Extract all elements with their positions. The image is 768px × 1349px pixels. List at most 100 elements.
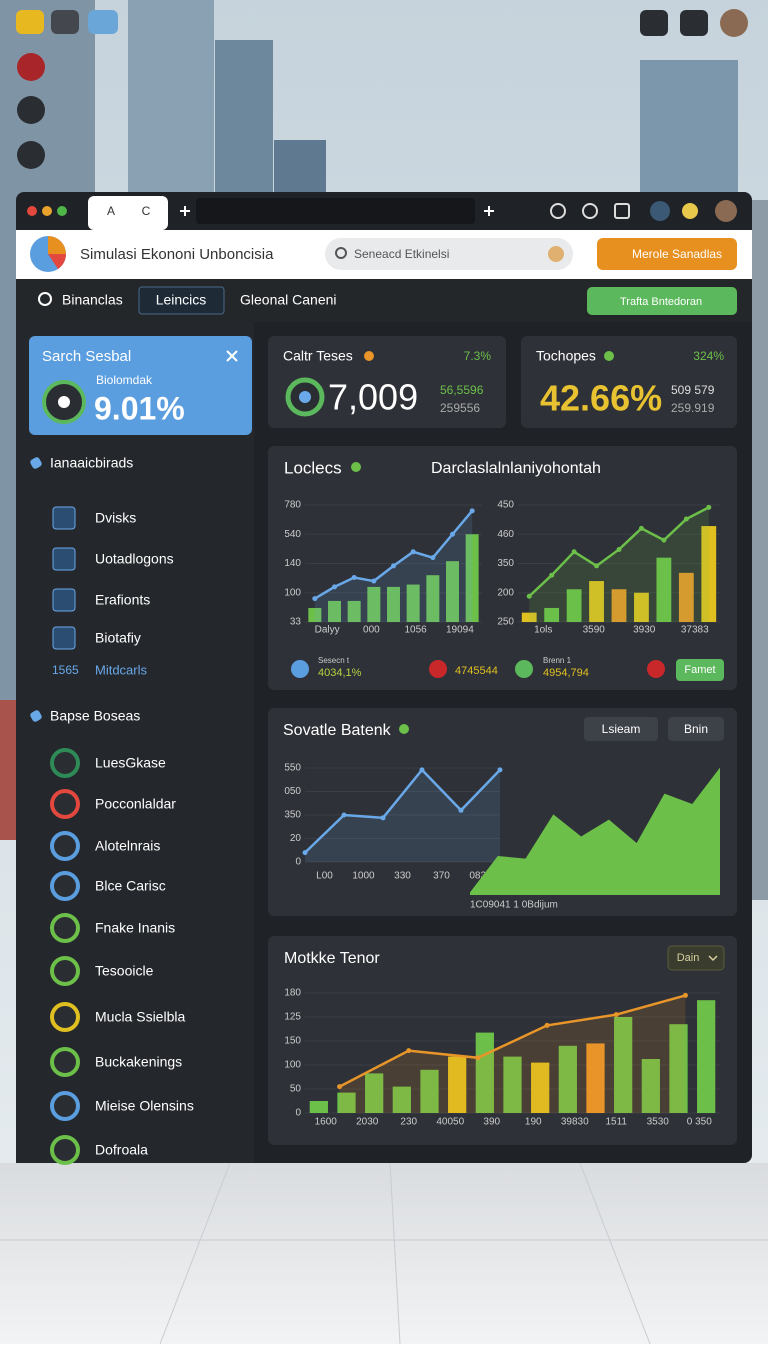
sidebar-item[interactable]: Dofroala (95, 1142, 148, 1158)
bar (558, 1045, 577, 1113)
item-icon (50, 831, 80, 861)
stat-card (268, 336, 506, 428)
nav-button[interactable] (587, 287, 737, 315)
nav-item[interactable]: Leincics (156, 292, 207, 308)
sidebar-item[interactable]: Blce Carisc (95, 878, 166, 894)
bar (566, 589, 582, 622)
sidebar-item[interactable]: Pocconlaldar (95, 796, 176, 812)
x-axis-label: 000 (363, 625, 380, 636)
bar (337, 1092, 356, 1113)
sidebar-item[interactable]: Tesooicle (95, 963, 154, 979)
sidebar-item[interactable]: Mieise Olensins (95, 1098, 194, 1114)
bar (420, 1069, 439, 1113)
bar (446, 561, 459, 622)
x-axis-label: 19094 (446, 625, 474, 636)
bar (387, 586, 400, 622)
search-box[interactable] (325, 238, 573, 270)
item-number: 1565 (52, 663, 79, 677)
line-point (341, 812, 347, 818)
sidebar-item[interactable]: Uotadlogons (95, 551, 174, 567)
legend-label: Sesecn t (318, 656, 350, 665)
y-axis-label: 540 (284, 529, 301, 540)
item-icon (50, 913, 80, 943)
item-icon (50, 956, 80, 986)
nav-button-label: Trafta Bntedoran (620, 296, 702, 308)
stat-value: 42.66% (540, 378, 662, 419)
stat-change: 7.3% (464, 349, 492, 363)
tab[interactable] (88, 196, 168, 230)
line-point (661, 537, 667, 543)
x-axis-label: 1600 (315, 1117, 338, 1128)
line-point (337, 1084, 343, 1090)
y-axis-label: 350 (497, 558, 514, 569)
stat-badge (604, 351, 614, 361)
panel (268, 446, 737, 690)
bar (697, 1000, 716, 1113)
sidebar-item[interactable]: Erafionts (95, 592, 150, 608)
panel-button[interactable] (668, 717, 724, 741)
line-area (305, 769, 500, 862)
bar (611, 589, 627, 622)
x-axis-label: 0 350 (687, 1117, 712, 1128)
card-value: 9.01% (94, 390, 185, 426)
bar (531, 1062, 550, 1113)
legend-value: 4034,1% (318, 667, 362, 679)
x-axis-label: 37383 (681, 625, 709, 636)
card-icon (42, 380, 86, 424)
y-axis-label: 350 (284, 810, 301, 821)
sidebar-item[interactable]: LuesGkase (95, 755, 166, 771)
tab-icon: A (107, 204, 115, 218)
sidebar-item[interactable]: Mucla Ssielbla (95, 1009, 185, 1025)
sidebar-card[interactable] (29, 336, 252, 435)
y-axis-label: 460 (497, 529, 514, 540)
bar (544, 607, 560, 622)
item-icon (50, 1047, 80, 1077)
line-point (469, 508, 475, 514)
y-axis-label: 50 (290, 1084, 302, 1095)
stat-sub: 509 579 (671, 383, 715, 397)
desktop-icons[interactable] (16, 9, 748, 169)
sidebar-item[interactable]: Alotelnrais (95, 838, 160, 854)
dropdown-label: Dain (677, 952, 700, 964)
nav-active[interactable] (138, 286, 225, 315)
sidebar-item[interactable]: Fnake Inanis (95, 920, 175, 936)
panel-button[interactable] (584, 717, 658, 741)
floor (0, 1163, 768, 1344)
x-axis-label: L00 (316, 871, 333, 882)
close-icon[interactable] (226, 350, 238, 362)
line-point (544, 1022, 550, 1028)
y-axis-label: 100 (284, 1060, 301, 1071)
dropdown[interactable] (667, 945, 725, 971)
bar (448, 1056, 467, 1113)
stat-value: 7,009 (328, 377, 418, 418)
item-icon (50, 748, 80, 778)
bar (521, 612, 537, 622)
header-button[interactable] (597, 238, 737, 270)
tab-bar (27, 196, 737, 230)
x-axis-label: 0830 (469, 871, 492, 882)
card-label: Biolomdak (96, 373, 153, 387)
item-icon (52, 588, 76, 612)
line-point (419, 767, 425, 773)
bar (392, 1086, 411, 1113)
url-bar[interactable] (196, 198, 475, 224)
sidebar-item[interactable]: Mitdcarls (95, 662, 148, 677)
legend-label: Brenn 1 (543, 656, 572, 665)
nav-item[interactable]: Binanclas (62, 292, 123, 308)
sidebar-item[interactable]: Biotafiy (95, 630, 141, 646)
legend-dot (291, 660, 309, 678)
line-point (549, 572, 555, 578)
x-axis-label: 40050 (436, 1117, 464, 1128)
line-point (497, 767, 503, 773)
x-axis-label: 330 (394, 871, 411, 882)
line-point (526, 593, 532, 599)
panel-badge (351, 462, 361, 472)
nav-item[interactable]: Gleonal Caneni (240, 292, 337, 308)
x-axis-label: 1511 (605, 1117, 627, 1128)
x-axis-label: 190 (525, 1117, 542, 1128)
x-axis-label: 1ols (534, 625, 552, 636)
sidebar-item[interactable]: Buckakenings (95, 1054, 182, 1070)
panel-button[interactable] (676, 659, 724, 681)
sidebar-item[interactable]: Dvisks (95, 510, 136, 526)
